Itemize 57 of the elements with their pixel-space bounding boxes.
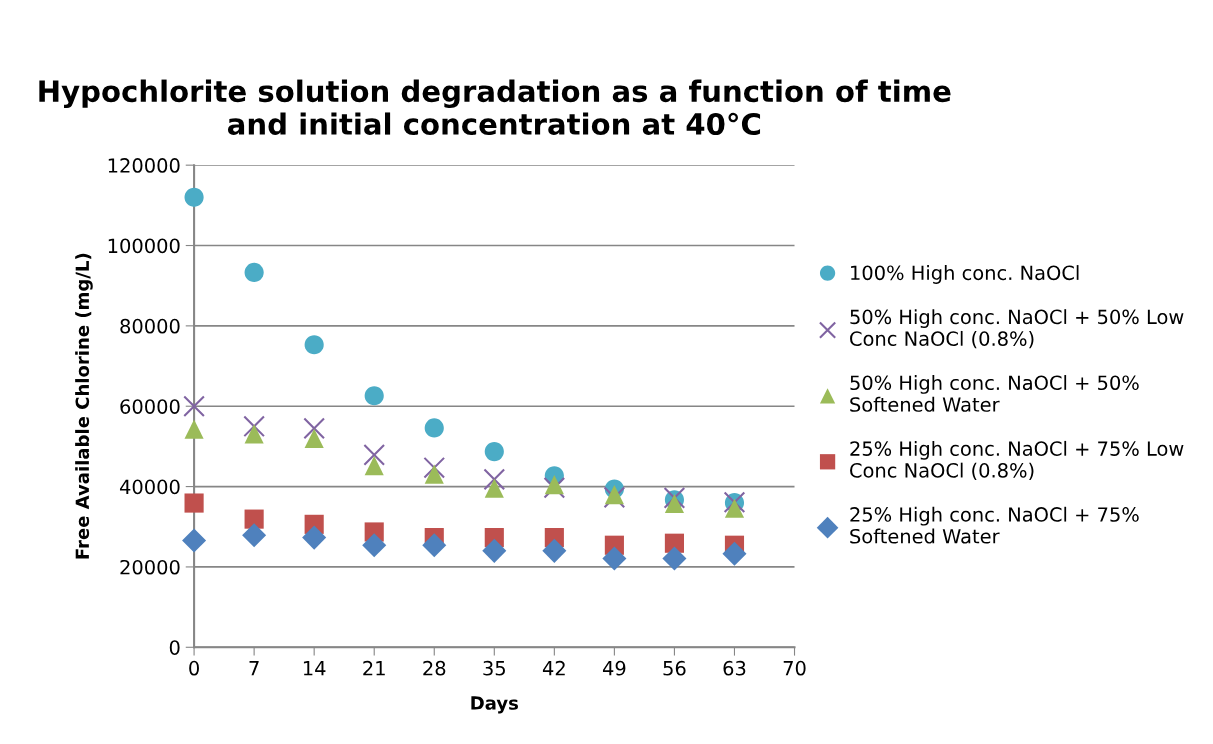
- legend-label: 25% High conc. NaOCl + 75% Softened Water: [850, 506, 1139, 544]
- point: [303, 417, 326, 440]
- y-tick-label: 0: [169, 640, 180, 655]
- chart-title: Hypochlorite solution degradation as a function of time and initial concentration at 40°C: [39, 79, 951, 136]
- x-axis-title: Days: [471, 696, 518, 714]
- point: [422, 533, 447, 558]
- x-tick-label: 0: [189, 660, 199, 676]
- x-tick-label: 63: [723, 660, 746, 676]
- point: [363, 443, 386, 466]
- point: [602, 546, 627, 571]
- legend-label: 50% High conc. NaOCl + 50% Softened Water: [850, 375, 1139, 412]
- point: [362, 533, 387, 558]
- point: [244, 424, 264, 444]
- point: [184, 493, 204, 513]
- y-tick-label: 60000: [120, 399, 180, 414]
- point: [662, 546, 687, 571]
- point: [184, 419, 204, 439]
- point: [482, 538, 507, 563]
- x-tick-label: 14: [303, 661, 326, 676]
- legend-label: 25% High conc. NaOCl + 75% Low Conc NaOCl (0.8%): [850, 440, 1184, 481]
- point: [542, 538, 567, 563]
- point: [242, 523, 267, 548]
- legend-label: 50% High conc. NaOCl + 50% Low Conc NaOCl (0.8%): [850, 309, 1184, 349]
- point: [302, 525, 327, 550]
- x-tick-label: 42: [542, 660, 565, 676]
- point: [182, 528, 207, 553]
- y-axis-title: Free Available Chlorine (mg/L): [75, 253, 93, 559]
- x-tick-label: 7: [249, 661, 259, 676]
- point: [424, 464, 444, 484]
- point: [244, 509, 264, 529]
- point: [243, 415, 265, 438]
- x-tick-label: 35: [483, 660, 505, 676]
- point: [244, 262, 264, 283]
- point: [484, 442, 504, 462]
- x-tick-label: 70: [783, 660, 806, 676]
- legend-label: 100% High conc. NaOCl: [851, 265, 1079, 284]
- x-tick-label: 21: [363, 660, 385, 676]
- point: [724, 498, 745, 518]
- y-tick-label: 100000: [108, 238, 180, 254]
- point: [483, 468, 506, 491]
- point: [364, 456, 384, 476]
- x-tick-label: 28: [423, 660, 446, 676]
- x-tick-label: 49: [602, 660, 626, 676]
- point: [484, 478, 504, 498]
- y-tick-label: 40000: [119, 479, 180, 495]
- point: [184, 187, 204, 207]
- y-tick-label: 20000: [120, 559, 180, 575]
- point: [304, 335, 324, 355]
- point: [424, 418, 444, 438]
- point: [722, 541, 747, 566]
- x-tick-label: 56: [663, 660, 686, 676]
- point: [183, 395, 205, 418]
- point: [304, 428, 324, 448]
- y-tick-label: 120000: [108, 158, 180, 173]
- y-tick-label: 80000: [120, 318, 180, 334]
- point: [423, 456, 446, 479]
- point: [364, 386, 384, 406]
